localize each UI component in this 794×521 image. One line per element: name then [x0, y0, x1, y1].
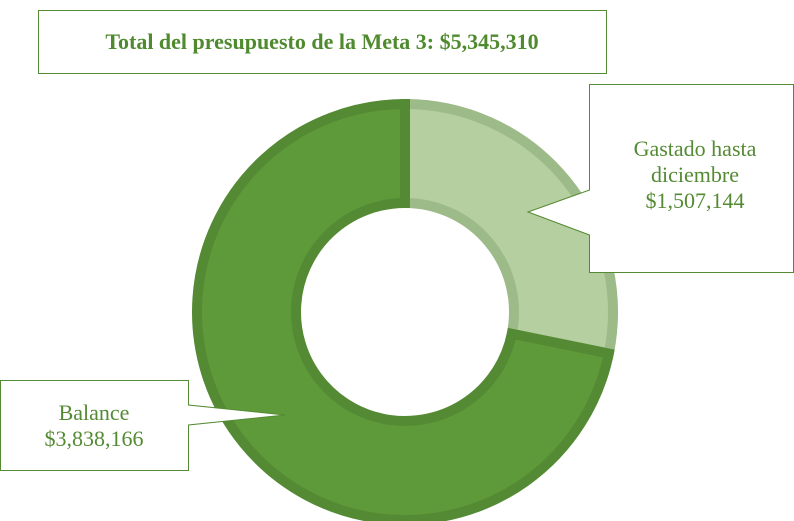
category-label: Balance: [58, 400, 130, 425]
donut: [192, 98, 618, 521]
donut-slice: [192, 98, 615, 521]
chart-title: Total del presupuesto de la Meta 3: $5,3…: [105, 28, 539, 54]
title-box: [38, 10, 607, 74]
category-label: Gastado hasta diciembre: [633, 136, 757, 187]
callout-box: [0, 380, 286, 471]
data-label: Balance $3,838,166: [0, 400, 188, 452]
value-label: $1,507,144: [645, 188, 745, 213]
value-label: $3,838,166: [44, 426, 144, 451]
donut-slice: [400, 98, 618, 360]
data-label: Gastado hasta diciembre $1,507,144: [610, 136, 780, 214]
